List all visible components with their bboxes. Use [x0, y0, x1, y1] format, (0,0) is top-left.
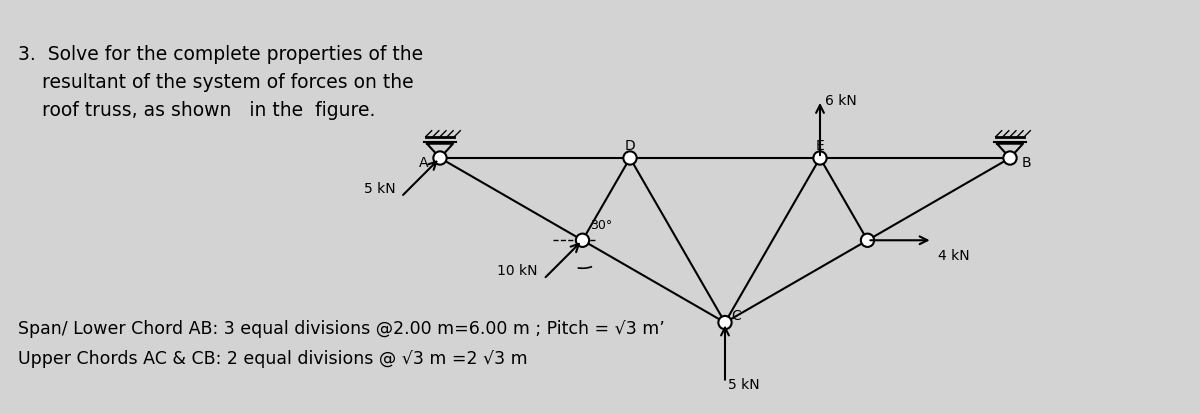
- Circle shape: [860, 234, 874, 247]
- Text: D: D: [625, 139, 635, 153]
- Circle shape: [576, 234, 589, 247]
- Circle shape: [623, 152, 637, 165]
- Text: E: E: [816, 139, 824, 153]
- Text: 3.  Solve for the complete properties of the: 3. Solve for the complete properties of …: [18, 44, 424, 63]
- Text: roof truss, as shown   in the  figure.: roof truss, as shown in the figure.: [18, 100, 376, 119]
- Text: Upper Chords AC & CB: 2 equal divisions @ √3 m =2 √3 m: Upper Chords AC & CB: 2 equal divisions …: [18, 349, 528, 367]
- Text: Span/ Lower Chord AB: 3 equal divisions @2.00 m=6.00 m ; Pitch = √3 m’: Span/ Lower Chord AB: 3 equal divisions …: [18, 319, 665, 337]
- Text: 10 kN: 10 kN: [497, 263, 538, 278]
- Circle shape: [1003, 152, 1016, 165]
- Text: C: C: [731, 308, 740, 322]
- Text: B: B: [1021, 156, 1031, 170]
- Text: 30°: 30°: [590, 219, 613, 232]
- Circle shape: [433, 152, 446, 165]
- Circle shape: [719, 316, 732, 330]
- Text: A: A: [419, 156, 428, 170]
- Text: 6 kN: 6 kN: [826, 94, 857, 108]
- Text: 4 kN: 4 kN: [937, 249, 970, 263]
- Text: resultant of the system of forces on the: resultant of the system of forces on the: [18, 72, 414, 91]
- Circle shape: [814, 152, 827, 165]
- Text: 5 kN: 5 kN: [365, 181, 396, 195]
- Text: 5 kN: 5 kN: [728, 377, 760, 391]
